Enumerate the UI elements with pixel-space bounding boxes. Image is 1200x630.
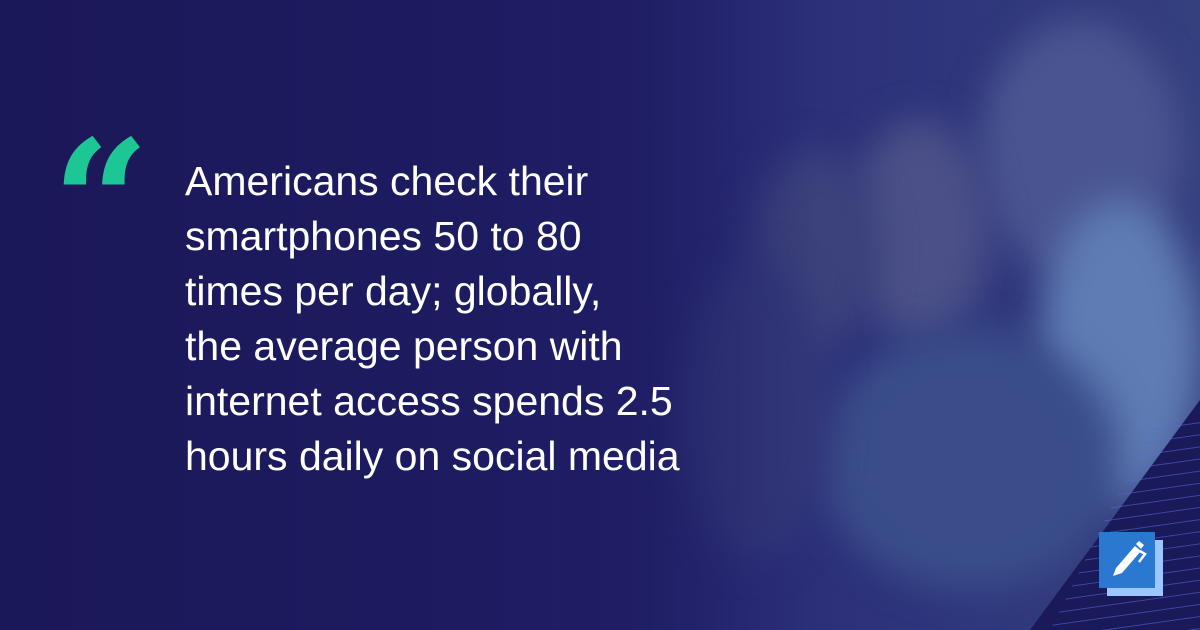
quote-line: times per day; globally,: [185, 268, 602, 314]
quote-line: smartphones 50 to 80: [185, 213, 582, 259]
quote-line: hours daily on social media: [185, 433, 680, 479]
logo-front-square: [1099, 532, 1155, 588]
photo-fade-overlay: [560, 0, 820, 630]
brand-logo: [1099, 532, 1163, 596]
quote-line: Americans check their: [185, 158, 589, 204]
quote-text: Americans check their smartphones 50 to …: [185, 154, 805, 484]
pen-icon: [1113, 541, 1147, 576]
quote-mark-icon: “: [52, 103, 150, 303]
quote-line: internet access spends 2.5: [185, 378, 673, 424]
quote-line: the average person with: [185, 323, 623, 369]
